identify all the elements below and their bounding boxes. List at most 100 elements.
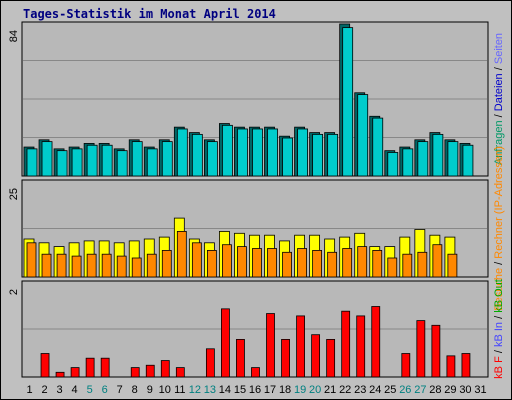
legend-panel3: kB F / kB In / kB Out (493, 279, 505, 379)
bar-besuche-day-14 (222, 244, 232, 278)
bar-besuche-day-28 (432, 244, 443, 278)
bar-besuche-day-12 (191, 242, 202, 278)
bar-dateien-day-23 (357, 94, 369, 177)
bar-besuche-day-7 (116, 255, 127, 278)
day-label-21: 21 (324, 384, 336, 396)
legend-panel2-part-3: Rechner (IP-Adressen) (493, 146, 505, 259)
legend-panel1-part-3: Dateien (493, 73, 505, 111)
bar-besuche-day-11 (176, 230, 187, 278)
day-label-14: 14 (219, 384, 231, 396)
bar-kbf-day-11 (175, 367, 185, 378)
legend-panel3-part-5: kB Out (493, 279, 505, 313)
bar-dateien-day-24 (372, 117, 384, 177)
day-label-20: 20 (309, 384, 321, 396)
y-max-label-2: 25 (8, 188, 20, 200)
day-label-1: 1 (26, 384, 32, 396)
bar-dateien-day-2 (41, 141, 53, 177)
day-label-2: 2 (41, 384, 47, 396)
day-label-18: 18 (279, 384, 291, 396)
day-label-3: 3 (57, 384, 63, 396)
day-label-29: 29 (444, 384, 456, 396)
bar-besuche-day-5 (86, 253, 97, 278)
bar-dateien-day-4 (71, 148, 83, 177)
bar-besuche-day-29 (447, 253, 458, 278)
bar-dateien-day-12 (191, 133, 203, 177)
bar-kbf-day-4 (70, 367, 80, 378)
bar-kbf-day-23 (356, 315, 366, 378)
day-label-9: 9 (147, 384, 153, 396)
bar-kbf-day-3 (55, 371, 65, 378)
y-max-label-3: 2 (8, 289, 20, 295)
bar-dateien-day-11 (176, 128, 188, 177)
bar-kbf-day-6 (100, 357, 110, 378)
bar-kbf-day-21 (326, 338, 336, 378)
bar-dateien-day-26 (402, 148, 414, 177)
bar-dateien-day-5 (86, 144, 98, 177)
bar-dateien-day-1 (26, 148, 38, 177)
bar-kbf-day-30 (461, 353, 471, 378)
day-label-25: 25 (384, 384, 396, 396)
day-label-31: 31 (474, 384, 486, 396)
day-label-11: 11 (174, 384, 185, 396)
bar-besuche-day-26 (402, 253, 413, 278)
legend-panel3-part-4: / (493, 313, 505, 322)
bar-kbf-day-19 (296, 315, 305, 378)
bar-besuche-day-25 (387, 257, 398, 278)
legend-panel1: Anfragen / Dateien / Seiten (493, 33, 505, 165)
legend-panel3-part-1: kB F (493, 356, 505, 379)
y-max-label-1: 84 (8, 30, 20, 42)
legend-panel2-part-1: Besuche (493, 268, 505, 311)
bar-kbf-day-16 (251, 367, 260, 378)
bar-besuche-day-1 (26, 242, 37, 278)
day-label-26: 26 (399, 384, 411, 396)
bar-dateien-day-22 (342, 27, 354, 177)
bar-besuche-day-15 (237, 246, 247, 278)
bar-dateien-day-14 (222, 124, 233, 177)
day-label-23: 23 (354, 384, 366, 396)
bar-besuche-day-22 (342, 248, 353, 278)
legend-panel3-part-3: kB In (493, 322, 505, 347)
day-label-17: 17 (264, 384, 276, 396)
bar-dateien-day-25 (387, 152, 399, 177)
bar-besuche-day-24 (372, 249, 383, 278)
day-label-13: 13 (204, 384, 216, 396)
day-label-24: 24 (369, 384, 381, 396)
legend-panel1-part-2: / (493, 111, 505, 120)
day-label-28: 28 (429, 384, 441, 396)
bar-dateien-day-16 (252, 128, 263, 177)
bar-besuche-day-18 (282, 251, 292, 278)
bar-dateien-day-8 (131, 141, 143, 177)
bar-dateien-day-27 (417, 141, 429, 177)
day-label-10: 10 (159, 384, 171, 396)
legend-panel3-part-2: / (493, 347, 505, 356)
bar-dateien-day-6 (101, 144, 113, 177)
bar-besuche-day-2 (41, 253, 52, 278)
bar-dateien-day-3 (56, 150, 68, 177)
day-label-30: 30 (459, 384, 471, 396)
bar-dateien-day-9 (146, 148, 158, 177)
day-label-15: 15 (234, 384, 246, 396)
bar-kbf-day-13 (205, 348, 215, 378)
legend-panel1-part-5: Seiten (493, 33, 505, 64)
bar-dateien-day-10 (161, 141, 173, 177)
bar-kbf-day-5 (85, 357, 95, 378)
bar-dateien-day-29 (447, 141, 459, 177)
bar-dateien-day-19 (297, 128, 308, 177)
bar-besuche-day-3 (56, 253, 67, 278)
bar-besuche-day-23 (357, 246, 368, 278)
day-label-16: 16 (249, 384, 261, 396)
bar-kbf-day-14 (221, 308, 230, 378)
bar-dateien-day-13 (206, 141, 218, 177)
day-label-22: 22 (339, 384, 351, 396)
bar-besuche-day-17 (267, 248, 277, 278)
bar-kbf-day-22 (341, 310, 351, 378)
bar-kbf-day-20 (311, 334, 321, 378)
legend-panel2-part-2: / (493, 259, 505, 268)
day-label-5: 5 (87, 384, 93, 396)
bar-kbf-day-9 (145, 364, 155, 378)
day-label-12: 12 (189, 384, 201, 396)
bar-kbf-day-2 (40, 353, 50, 378)
bar-kbf-day-10 (160, 360, 170, 378)
bar-besuche-day-16 (252, 248, 262, 278)
bar-kbf-day-18 (281, 338, 290, 378)
